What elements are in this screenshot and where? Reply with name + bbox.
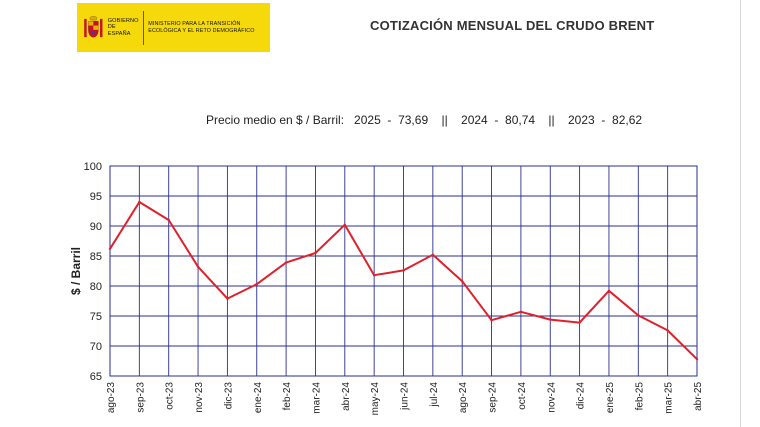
data-point: ago-24: 80.8 [461, 280, 464, 283]
x-tick-label: ago-24 [458, 382, 469, 414]
data-point: nov-24: 74.4 [549, 318, 552, 321]
data-point: mar-24: 85.5 [314, 251, 317, 255]
average-price-summary: Precio medio en $ / Barril: 2025 - 73,69… [206, 113, 643, 127]
data-point: feb-24: 83.9 [284, 261, 288, 264]
page-title: COTIZACIÓN MENSUAL DEL CRUDO BRENT [370, 18, 655, 33]
coat-of-arms-icon [84, 15, 103, 37]
y-tick-label: 90 [90, 221, 102, 233]
x-tick-label: ago-23 [106, 382, 117, 414]
y-tick-label: 75 [90, 311, 102, 323]
x-tick-label: nov-23 [194, 382, 205, 413]
data-point: abr-24: 90.2 [343, 223, 346, 226]
government-logo: GOBIERNO DE ESPAÑA MINISTERIO PARA LA TR… [77, 3, 270, 52]
y-tick-label: 85 [90, 251, 102, 263]
x-tick-label: sep-23 [135, 382, 146, 413]
y-tick-label: 100 [84, 161, 102, 173]
x-tick-label: ene-25 [605, 382, 616, 414]
x-tick-label: may-24 [370, 382, 381, 416]
x-tick-label: mar-24 [311, 382, 322, 414]
ministerio-label: MINISTERIO PARA LA TRANSICIÓN ECOLÓGICA … [148, 21, 255, 34]
x-tick-label: jun-24 [400, 382, 411, 411]
data-point: ene-24: 80.3 [255, 283, 258, 286]
data-point: dic-24: 73.9 [578, 321, 581, 324]
data-point: dic-23: 77.9 [226, 297, 229, 300]
x-tick-label: feb-24 [282, 382, 293, 411]
data-point: oct-23: 91 [167, 218, 170, 222]
x-tick-label: ene-24 [253, 382, 264, 414]
y-tick-label: 70 [90, 341, 102, 353]
gobierno-label: GOBIERNO DE ESPAÑA [107, 17, 139, 37]
logo-divider [142, 10, 144, 45]
y-axis-label: $ / Barril [69, 247, 83, 295]
data-point: may-24: 81.8 [372, 274, 376, 277]
data-point: feb-25: 75.1 [637, 314, 640, 317]
x-tick-label: jul-24 [429, 382, 440, 408]
data-point: nov-23: 83.2 [196, 265, 200, 268]
x-tick-label: abr-25 [693, 382, 704, 411]
y-tick-label: 65 [90, 371, 102, 383]
page-edge-divider [740, 0, 741, 427]
data-point: jun-24: 82.6 [402, 269, 405, 272]
data-point: ago-23: 86.2 [108, 247, 112, 250]
x-tick-label: oct-24 [517, 382, 528, 410]
data-point: abr-25: 67.8 [695, 358, 699, 361]
data-point: sep-23: 94 [138, 200, 141, 204]
x-tick-label: dic-23 [223, 382, 234, 410]
x-tick-label: dic-24 [576, 382, 587, 410]
x-tick-label: nov-24 [546, 382, 557, 413]
x-tick-label: abr-24 [341, 382, 352, 411]
x-tick-label: sep-24 [488, 382, 499, 413]
data-point: jul-24: 85.2 [431, 253, 435, 256]
data-point: mar-25: 72.6 [666, 329, 669, 332]
data-point: ene-25: 79.2 [607, 289, 611, 292]
x-tick-label: mar-25 [664, 382, 675, 414]
data-point: sep-24: 74.3 [490, 319, 493, 322]
y-tick-label: 95 [90, 191, 102, 203]
data-point: oct-24: 75.7 [519, 310, 523, 313]
y-tick-label: 80 [90, 281, 102, 293]
x-tick-label: feb-25 [634, 382, 645, 411]
x-tick-label: oct-23 [165, 382, 176, 410]
